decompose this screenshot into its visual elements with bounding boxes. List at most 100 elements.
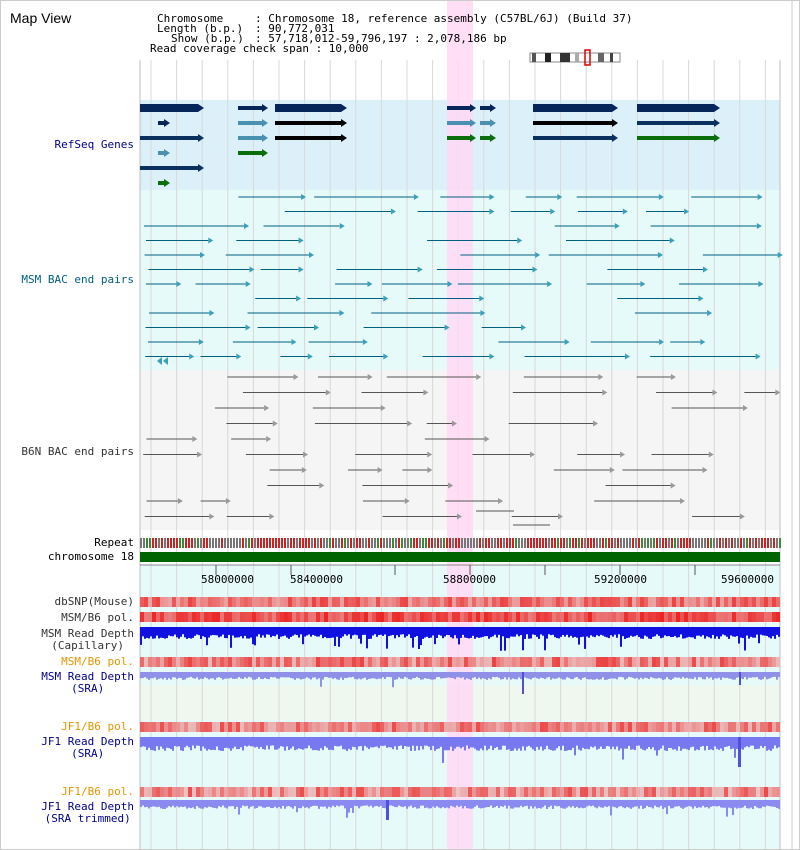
jf1-b6-pol2-heat-cell <box>164 787 168 797</box>
jf1-trimmed-depth-bar <box>250 800 252 807</box>
jf1-trimmed-depth-bar <box>274 800 276 807</box>
msm-b6-pol2-heat-cell <box>596 657 600 667</box>
jf1-b6-pol2-heat-cell <box>416 787 420 797</box>
msm-b6-pol2-heat-cell <box>288 657 292 667</box>
msm-capillary-depth-bar <box>698 627 700 636</box>
refseq-gene <box>140 104 198 112</box>
jf1-trimmed-depth-bar <box>542 800 544 808</box>
track-label-jf1-b6-pol-1[interactable]: JF1/B6 pol. <box>61 720 134 733</box>
msm-b6-pol-heat-cell <box>300 612 304 622</box>
msm-b6-pol2-heat-cell <box>344 657 348 667</box>
jf1-sra-depth-bar <box>238 737 240 750</box>
msm-capillary-depth-bar <box>276 627 278 635</box>
dbsnp-heat-cell <box>632 597 636 607</box>
track-label-jf1-read-depth-sra[interactable]: JF1 Read Depth (SRA) <box>41 736 134 760</box>
refseq-gene <box>238 136 262 140</box>
jf1-trimmed-depth-bar <box>320 800 322 807</box>
track-label-refseq-genes[interactable]: RefSeq Genes <box>54 138 134 151</box>
msm-capillary-depth-bar <box>440 627 442 636</box>
msm-sra-depth-bar <box>174 672 176 678</box>
dbsnp-heat-cell <box>732 597 736 607</box>
jf1-sra-depth-bar <box>514 737 516 749</box>
msm-sra-depth-bar <box>658 672 660 678</box>
jf1-b6-pol-heat-cell <box>176 722 180 732</box>
msm-capillary-depth-bar <box>326 627 328 639</box>
jf1-b6-pol2-heat-cell <box>632 787 636 797</box>
msm-sra-depth-bar <box>518 672 520 678</box>
jf1-sra-depth-bar <box>752 737 754 746</box>
repeat-element <box>461 538 463 548</box>
msm-capillary-depth-bar <box>750 627 752 637</box>
track-label-msm-bac-end-pairs[interactable]: MSM BAC end pairs <box>21 273 134 286</box>
msm-b6-pol-heat-cell <box>184 612 188 622</box>
jf1-trimmed-depth-bar <box>154 800 156 807</box>
refseq-gene-arrow <box>198 104 204 112</box>
dbsnp-heat-cell <box>608 597 612 607</box>
jf1-trimmed-depth-bar <box>670 800 672 809</box>
msm-sra-depth-bar <box>562 672 564 680</box>
jf1-sra-depth-bar <box>588 737 590 750</box>
msm-capillary-depth-bar <box>392 627 394 635</box>
msm-b6-pol-heat-cell <box>452 612 456 622</box>
track-label-msm-b6-pol-2[interactable]: MSM/B6 pol. <box>61 655 134 668</box>
dbsnp-heat-cell <box>180 597 184 607</box>
msm-b6-pol2-heat-cell <box>504 657 508 667</box>
msm-sra-depth-bar <box>290 672 292 678</box>
dbsnp-heat-cell <box>752 597 756 607</box>
track-label-jf1-b6-pol-2[interactable]: JF1/B6 pol. <box>61 785 134 798</box>
msm-sra-depth-bar <box>752 672 754 678</box>
msm-b6-pol2-heat-cell <box>696 657 700 667</box>
jf1-sra-depth-bar <box>724 737 726 748</box>
jf1-b6-pol-heat-cell <box>556 722 560 732</box>
jf1-trimmed-depth-bar <box>748 800 750 809</box>
jf1-sra-depth-bar <box>314 737 316 751</box>
refseq-gene-arrow <box>198 134 204 142</box>
jf1-trimmed-depth-bar <box>288 800 290 807</box>
jf1-b6-pol-heat-cell <box>668 722 672 732</box>
msm-capillary-depth-bar <box>212 627 214 635</box>
msm-capillary-depth-bar <box>320 627 322 635</box>
jf1-trimmed-depth-bar <box>146 800 148 807</box>
axis-tick-label: 58800000 <box>443 573 496 586</box>
repeat-element <box>296 538 298 548</box>
jf1-b6-pol-heat-cell <box>680 722 684 732</box>
msm-capillary-depth-bar <box>350 627 352 639</box>
msm-capillary-depth-bar <box>654 627 656 637</box>
msm-b6-pol2-heat-cell <box>216 657 220 667</box>
jf1-sra-depth-bar <box>178 737 180 747</box>
dbsnp-heat-cell <box>372 597 376 607</box>
jf1-trimmed-depth-bar <box>150 800 152 807</box>
msm-b6-pol-heat-cell <box>312 612 316 622</box>
jf1-sra-depth-bar <box>282 737 284 747</box>
dbsnp-heat-cell <box>704 597 708 607</box>
track-label-msm-read-depth-sra[interactable]: MSM Read Depth (SRA) <box>41 671 134 695</box>
track-label-jf1-read-depth-sra-trimmed[interactable]: JF1 Read Depth (SRA trimmed) <box>41 801 134 825</box>
jf1-b6-pol2-heat-cell <box>760 787 764 797</box>
track-label-repeat[interactable]: Repeat <box>94 536 134 549</box>
track-label-b6n-bac-end-pairs[interactable]: B6N BAC end pairs <box>21 445 134 458</box>
jf1-trimmed-depth-bar <box>632 800 634 808</box>
jf1-b6-pol-heat-cell <box>144 722 148 732</box>
msm-capillary-depth-bar <box>236 627 238 638</box>
track-label-dbsnp[interactable]: dbSNP(Mouse) <box>54 595 134 608</box>
msm-sra-depth-bar <box>424 672 426 679</box>
msm-sra-depth-bar <box>276 672 278 679</box>
msm-sra-depth-bar <box>502 672 504 680</box>
jf1-sra-depth-bar <box>320 737 322 749</box>
jf1-trimmed-depth-bar <box>604 800 606 807</box>
msm-b6-pol2-heat-cell <box>144 657 148 667</box>
jf1-sra-depth-bar <box>330 737 332 750</box>
msm-b6-pol2-heat-cell <box>656 657 660 667</box>
jf1-b6-pol-heat-cell <box>444 722 448 732</box>
jf1-b6-pol2-heat-cell <box>300 787 304 797</box>
dbsnp-heat-cell <box>236 597 240 607</box>
jf1-b6-pol2-heat-cell <box>492 787 496 797</box>
msm-b6-pol-heat-cell <box>328 612 332 622</box>
dbsnp-heat-cell <box>692 597 696 607</box>
jf1-trimmed-depth-bar <box>546 800 548 809</box>
track-label-msm-read-depth-capillary[interactable]: MSM Read Depth (Capillary) <box>41 628 134 652</box>
msm-sra-depth-bar <box>434 672 436 680</box>
track-label-msm-b6-pol-1[interactable]: MSM/B6 pol. <box>61 611 134 624</box>
jf1-b6-pol2-heat-cell <box>160 787 164 797</box>
